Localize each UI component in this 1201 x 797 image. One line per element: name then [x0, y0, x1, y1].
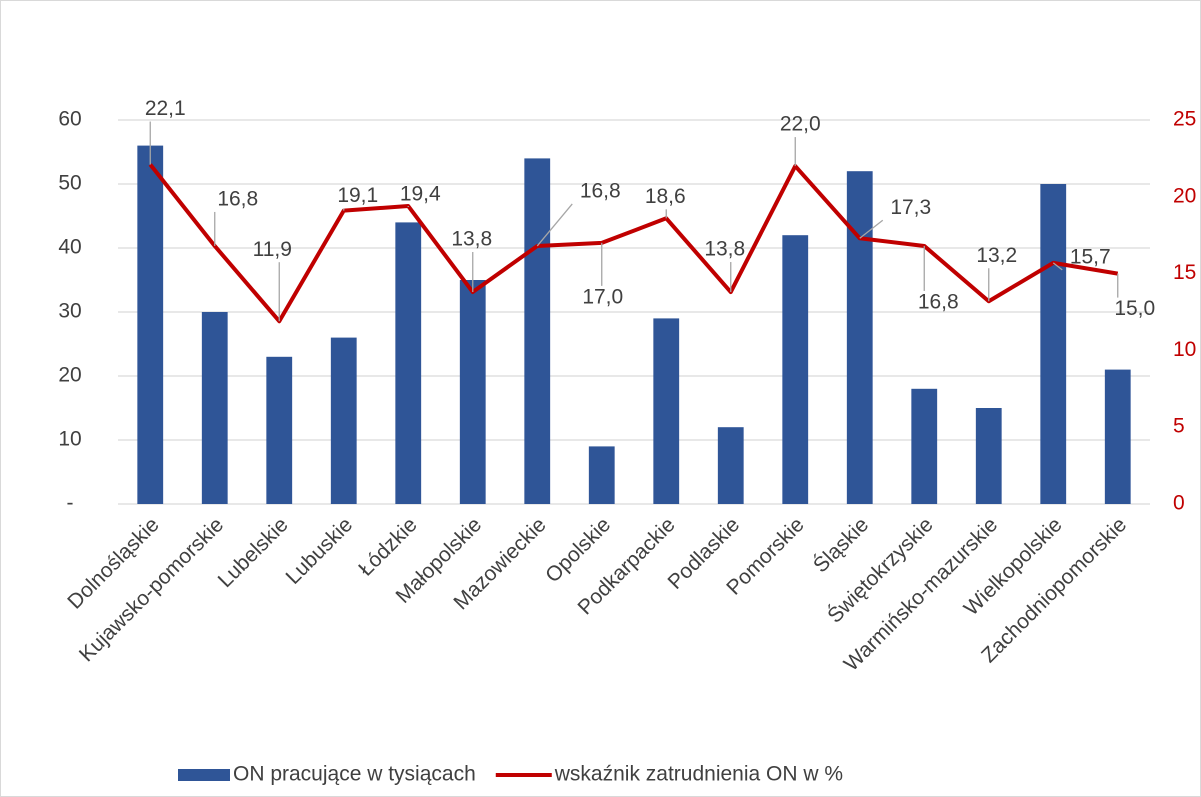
y-tick-label: 10	[58, 428, 81, 451]
y2-tick-label: 5	[1173, 415, 1185, 438]
y-tick-label: 20	[58, 364, 81, 387]
y-tick-label: 60	[58, 108, 81, 131]
y-tick-label: 30	[58, 300, 81, 323]
y-tick-label: 40	[58, 236, 81, 259]
data-label: 16,8	[918, 290, 959, 313]
data-label: 15,7	[1070, 245, 1111, 268]
leader-line	[859, 219, 884, 239]
y2-tick-label: 0	[1173, 492, 1185, 515]
bar	[911, 388, 938, 504]
leader-line	[536, 203, 573, 247]
data-label: 22,0	[780, 113, 821, 136]
data-label: 19,1	[337, 184, 378, 207]
legend-swatch	[178, 769, 230, 781]
bar	[782, 235, 809, 504]
y-tick-label: -	[67, 492, 74, 515]
bar	[459, 280, 486, 504]
bar	[201, 312, 228, 504]
y2-tick-label: 20	[1173, 184, 1196, 207]
data-label: 22,1	[145, 97, 186, 120]
bar	[524, 158, 551, 504]
leader-line	[1052, 262, 1063, 271]
bar	[266, 356, 293, 504]
bar	[1040, 184, 1067, 504]
data-label: 13,8	[451, 228, 492, 251]
bar	[1104, 369, 1131, 504]
data-label: 16,8	[217, 187, 258, 210]
legend-label: ON pracujące w tysiącach	[233, 763, 476, 786]
data-label: 17,0	[582, 285, 623, 308]
line	[148, 163, 1119, 324]
bar	[588, 446, 615, 504]
y2-tick-label: 10	[1173, 338, 1196, 361]
bar	[137, 145, 164, 504]
bar	[330, 337, 357, 504]
data-label: 17,3	[890, 196, 931, 219]
y2-tick-label: 15	[1173, 261, 1196, 284]
bar	[975, 408, 1002, 504]
data-label: 13,8	[704, 238, 745, 261]
data-label: 11,9	[253, 238, 292, 261]
data-label: 16,8	[580, 179, 621, 202]
legend-label: wskaźnik zatrudnienia ON w %	[554, 763, 843, 786]
bar	[846, 171, 873, 504]
bar	[653, 318, 680, 504]
data-label: 19,4	[400, 183, 441, 206]
y-tick-label: 50	[58, 172, 81, 195]
data-label: 15,0	[1114, 297, 1155, 320]
data-label: 18,6	[645, 185, 686, 208]
bar	[395, 222, 422, 504]
data-label: 13,2	[976, 244, 1017, 267]
bar	[717, 427, 744, 504]
y2-tick-label: 25	[1173, 108, 1196, 131]
